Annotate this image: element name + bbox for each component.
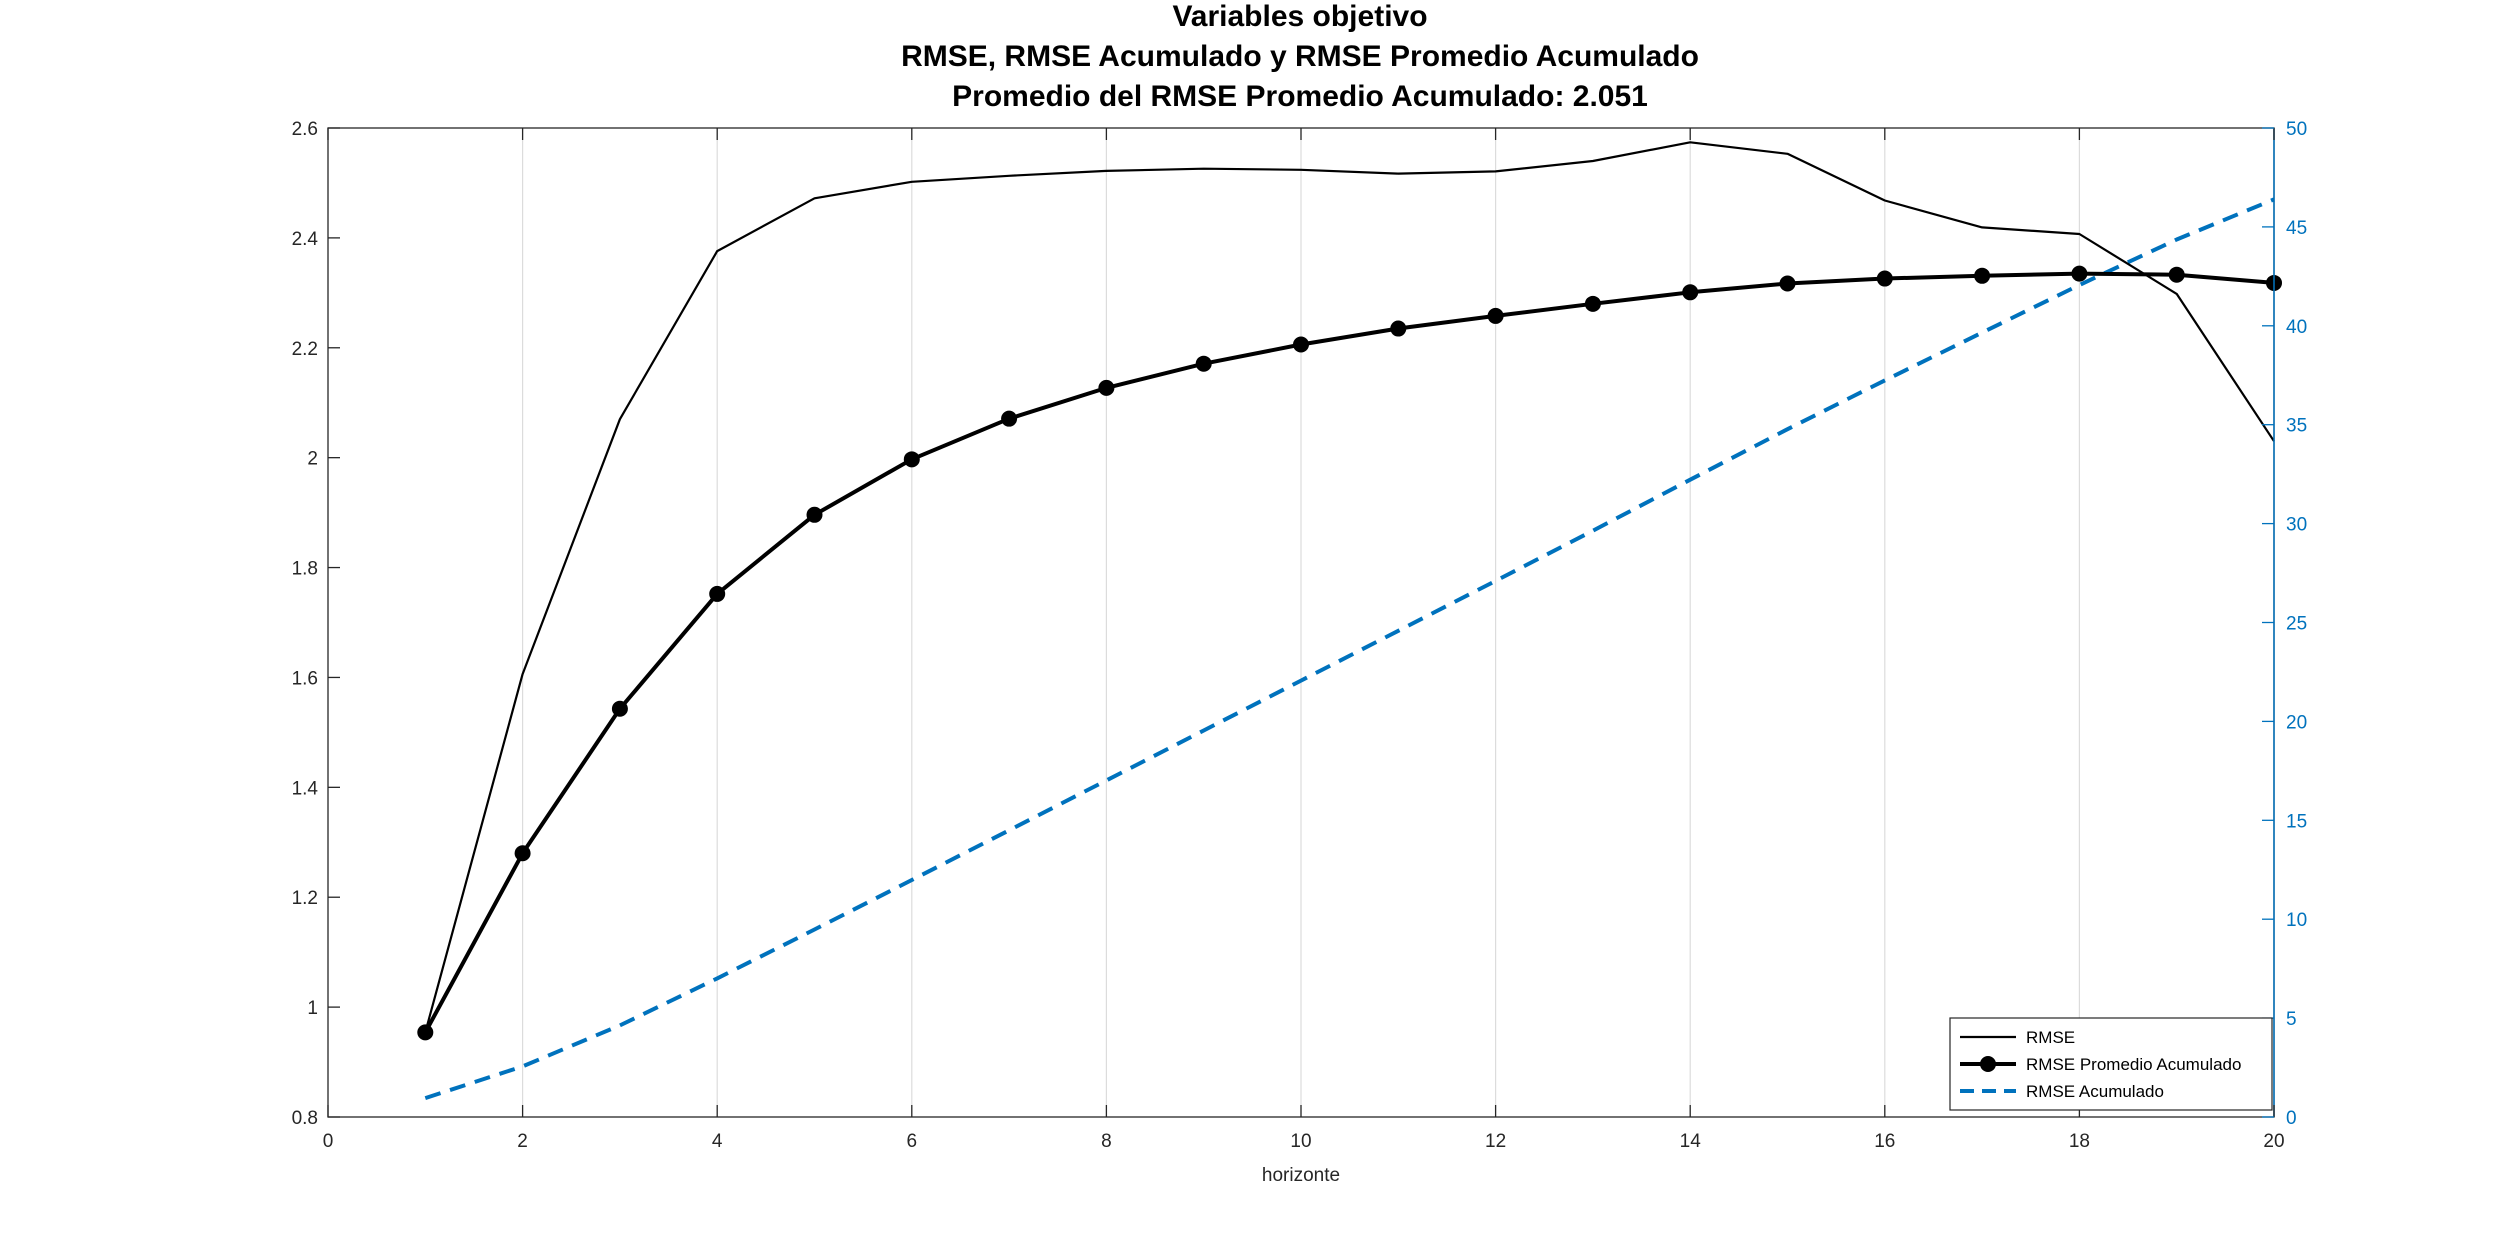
- x-tick-label: 6: [907, 1131, 918, 1152]
- data-point: [709, 585, 726, 602]
- data-point: [1001, 410, 1018, 427]
- x-tick-label: 2: [517, 1131, 528, 1152]
- axes: 0 2 4 6 8 10 12 14 16 18 20 0.8 1 1.2 1.4 1.6 1.8 2 2.2 2.4…: [292, 119, 2308, 1152]
- series-layer: [417, 141, 2282, 1101]
- data-point: [1293, 336, 1309, 353]
- legend-label: RMSE: [2026, 1028, 2075, 1047]
- data-point: [1487, 307, 1504, 324]
- data-point: [1098, 379, 1115, 396]
- x-tick-label: 10: [1290, 1131, 1311, 1152]
- x-tick-label: 8: [1101, 1131, 1112, 1152]
- data-point: [2168, 266, 2185, 283]
- y-left-tick-label: 2.2: [292, 339, 318, 360]
- y-right-tick-label: 15: [2286, 811, 2307, 832]
- y-right-tick-label: 35: [2286, 416, 2307, 437]
- data-point: [1876, 270, 1893, 287]
- data-point: [2071, 265, 2088, 282]
- series-line-rmse: [424, 141, 2275, 1033]
- y-left-tick-label: 1.6: [292, 668, 318, 689]
- x-tick-label: 12: [1485, 1131, 1506, 1152]
- data-point: [1682, 284, 1699, 301]
- y-left-tick-label: 2: [307, 449, 318, 470]
- y-right-tick-label: 50: [2286, 119, 2307, 140]
- x-tick-label: 14: [1680, 1131, 1702, 1152]
- data-point: [1195, 355, 1212, 372]
- y-left-tick-label: 1.2: [292, 888, 318, 909]
- y-right-tick-label: 40: [2286, 317, 2307, 338]
- y-right-tick-label: 45: [2286, 218, 2307, 239]
- series-line-rmse-promedio-acumulado: [423, 271, 2275, 1034]
- data-point: [1779, 275, 1796, 292]
- x-grid: [521, 128, 2080, 1117]
- data-point: [514, 845, 531, 862]
- y-left-tick-label: 1.8: [292, 559, 318, 580]
- y-left-tick-label: 0.8: [292, 1108, 318, 1129]
- x-tick-label: 0: [323, 1131, 334, 1152]
- legend-item: RMSE Acumulado: [1960, 1082, 2164, 1101]
- y-left-tick-label: 2.4: [292, 229, 319, 250]
- y-right-tick-label: 5: [2286, 1009, 2297, 1030]
- y-right-tick-label: 20: [2286, 712, 2307, 733]
- y-right-tick-label: 25: [2286, 614, 2307, 635]
- legend-marker: [1980, 1056, 1996, 1072]
- y-left-tick-label: 1.4: [292, 778, 319, 799]
- chart-title-line-3: Promedio del RMSE Promedio Acumulado: 2.…: [952, 80, 1648, 113]
- legend-item: RMSE Promedio Acumulado: [1960, 1055, 2241, 1074]
- legend: RMSE RMSE Promedio Acumulado RMSE Acumulad…: [1949, 1017, 2273, 1111]
- chart-title-line-2: RMSE, RMSE Acumulado y RMSE Promedio Acu…: [901, 40, 1699, 73]
- data-point: [806, 506, 823, 523]
- legend-label: RMSE Promedio Acumulado: [2026, 1055, 2241, 1074]
- data-point: [417, 1024, 434, 1041]
- data-point: [1974, 267, 1991, 284]
- x-axis-label: horizonte: [1262, 1165, 1340, 1186]
- x-tick-label: 20: [2263, 1131, 2284, 1152]
- y-right-tick-label: 0: [2286, 1108, 2297, 1129]
- series-line-rmse-acumulado: [424, 197, 2275, 1101]
- chart-title-line-1: Variables objetivo: [1172, 0, 1427, 33]
- x-tick-label: 16: [1874, 1131, 1895, 1152]
- data-point: [611, 700, 628, 717]
- y-left-tick-label: 2.6: [292, 119, 318, 140]
- x-tick-label: 18: [2069, 1131, 2090, 1152]
- x-tick-label: 4: [712, 1131, 723, 1152]
- chart-title: Variables objetivo RMSE, RMSE Acumulado …: [901, 0, 1699, 113]
- data-point: [1584, 295, 1601, 312]
- data-point: [903, 451, 920, 468]
- y-right-tick-label: 10: [2286, 910, 2307, 931]
- data-point: [1390, 320, 1407, 337]
- legend-item: RMSE: [1960, 1028, 2075, 1047]
- y-left-tick-label: 1: [307, 998, 318, 1019]
- y-right-tick-label: 30: [2286, 515, 2307, 536]
- legend-label: RMSE Acumulado: [2026, 1082, 2164, 1101]
